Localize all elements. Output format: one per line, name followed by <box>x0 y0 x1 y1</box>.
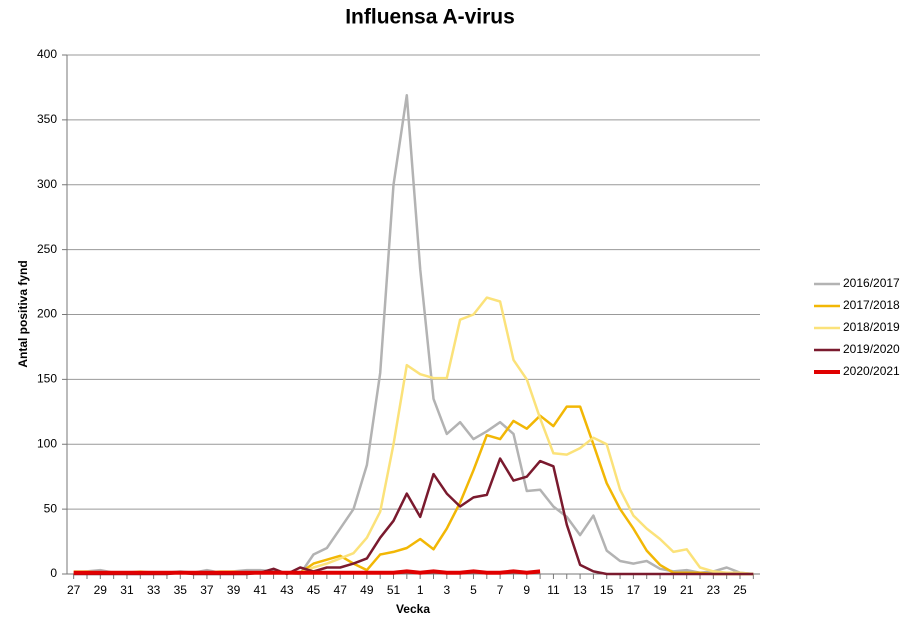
x-tick-label: 5 <box>470 583 477 597</box>
x-tick-label: 11 <box>547 583 560 597</box>
y-axis-label: Antal positiva fynd <box>16 260 30 367</box>
x-tick-label: 21 <box>680 583 694 597</box>
x-tick-label: 49 <box>360 583 374 597</box>
x-tick-label: 37 <box>200 583 214 597</box>
x-tick-label: 13 <box>573 583 587 597</box>
y-tick-label: 100 <box>37 436 57 450</box>
line-series <box>73 93 754 576</box>
y-tick-label: 250 <box>37 242 57 256</box>
x-tick-label: 17 <box>627 583 641 597</box>
x-tick-label: 45 <box>307 583 321 597</box>
y-tick-label: 0 <box>50 566 57 580</box>
legend-label: 2019/2020 <box>843 342 900 356</box>
legend-label: 2020/2021 <box>843 364 900 378</box>
x-axis-label: Vecka <box>396 602 430 616</box>
x-tick-label: 23 <box>707 583 721 597</box>
line-series <box>73 296 754 576</box>
y-tick-label: 150 <box>37 372 57 386</box>
x-tick-label: 9 <box>523 583 530 597</box>
x-tick-label: 3 <box>443 583 450 597</box>
x-tick-label: 43 <box>280 583 294 597</box>
x-tick-label: 41 <box>254 583 268 597</box>
x-tick-label: 19 <box>653 583 667 597</box>
y-tick-label: 50 <box>44 501 58 515</box>
x-tick-label: 29 <box>94 583 108 597</box>
x-tick-label: 7 <box>497 583 504 597</box>
line-series <box>73 405 754 576</box>
x-tick-label: 1 <box>417 583 424 597</box>
y-tick-label: 400 <box>37 47 57 61</box>
x-tick-label: 47 <box>334 583 348 597</box>
x-tick-label: 51 <box>387 583 401 597</box>
x-tick-label: 33 <box>147 583 161 597</box>
x-tick-label: 31 <box>120 583 134 597</box>
line-series <box>73 569 541 575</box>
x-tick-label: 15 <box>600 583 614 597</box>
y-tick-label: 200 <box>37 307 57 321</box>
legend-label: 2016/2017 <box>843 276 900 290</box>
x-tick-label: 39 <box>227 583 241 597</box>
chart-title: Influensa A-virus <box>345 6 515 29</box>
legend-label: 2018/2019 <box>843 320 900 334</box>
x-tick-label: 27 <box>67 583 81 597</box>
y-tick-label: 300 <box>37 177 57 191</box>
x-tick-label: 35 <box>174 583 188 597</box>
x-tick-label: 25 <box>733 583 747 597</box>
legend-label: 2017/2018 <box>843 298 900 312</box>
y-tick-label: 350 <box>37 112 57 126</box>
